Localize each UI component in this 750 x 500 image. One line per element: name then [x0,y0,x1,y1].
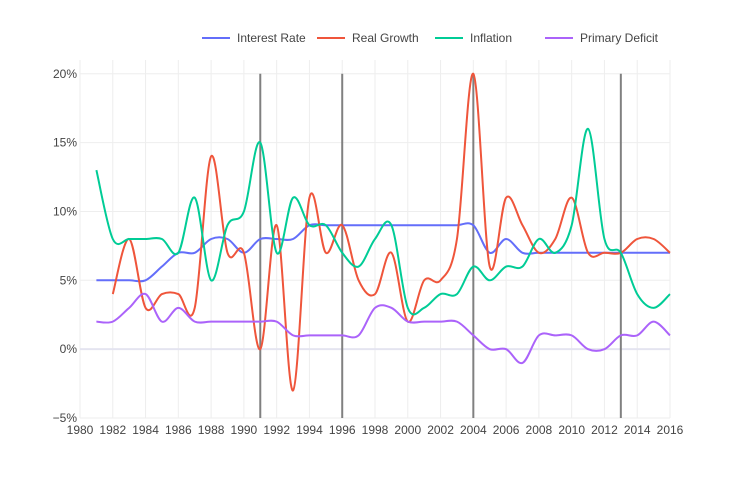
series-line-inflation [95,127,671,316]
x-tick-label: 2016 [657,423,684,437]
x-tick-label: 2002 [427,423,454,437]
x-tick-label: 2008 [526,423,553,437]
x-tick-label: 1982 [99,423,126,437]
x-tick-label: 1992 [263,423,290,437]
x-tick-label: 2004 [460,423,487,437]
legend-label: Primary Deficit [580,31,659,45]
y-tick-label: 0% [60,342,78,356]
x-tick-label: 1994 [296,423,323,437]
y-tick-label: 15% [53,136,77,150]
x-tick-label: 1980 [67,423,94,437]
x-tick-label: 1998 [362,423,389,437]
y-axis-ticks: −5% 0% 5% 10% 15% 20% [53,67,78,425]
legend-item-primary-deficit[interactable]: Primary Deficit [545,31,659,45]
legend-item-real-growth[interactable]: Real Growth [317,31,419,45]
y-tick-label: 20% [53,67,77,81]
x-tick-label: 2000 [394,423,421,437]
x-tick-label: 1984 [132,423,159,437]
x-tick-label: 1986 [165,423,192,437]
legend-label: Real Growth [352,31,419,45]
x-tick-label: 2010 [558,423,585,437]
x-axis-ticks: 1980 1982 1984 1986 1988 1990 1992 1994 1996 1998… [67,423,684,437]
legend-label: Inflation [470,31,512,45]
legend-item-inflation[interactable]: Inflation [435,31,512,45]
vertical-reference-lines [259,73,622,418]
y-tick-label: −5% [53,411,78,425]
x-tick-label: 1996 [329,423,356,437]
series-lines [95,72,671,392]
x-tick-label: 1990 [231,423,258,437]
legend-label: Interest Rate [237,31,306,45]
y-tick-label: 10% [53,204,77,218]
x-tick-label: 2014 [624,423,651,437]
legend-item-interest-rate[interactable]: Interest Rate [202,31,306,45]
series-line-real-growth [111,72,671,392]
x-tick-label: 2012 [591,423,618,437]
legend[interactable]: Interest Rate Real Growth Inflation Primary… [202,31,659,45]
y-tick-label: 5% [60,273,78,287]
x-tick-label: 2006 [493,423,520,437]
series-line-primary-deficit [96,292,671,365]
x-tick-label: 1988 [198,423,225,437]
